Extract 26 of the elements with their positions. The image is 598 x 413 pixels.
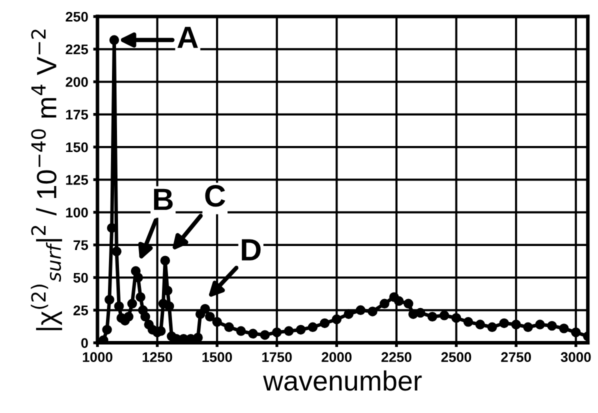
y-tick-label: 50 [73, 272, 88, 283]
y-tick-label: 200 [66, 77, 88, 87]
y-tick-label: 100 [66, 208, 88, 218]
x-tick-label: 2250 [382, 352, 412, 362]
y-tick-label: 25 [73, 305, 88, 316]
y-tick-label: 150 [66, 142, 88, 152]
x-tick-label: 1750 [262, 352, 292, 362]
y-tick-label: 250 [66, 12, 88, 22]
annotation: B [154, 188, 173, 210]
y-tick-label: 125 [66, 174, 88, 185]
x-tick-label: 3000 [560, 352, 591, 362]
x-tick-label: 2000 [322, 352, 352, 362]
x-tick-label: 1500 [202, 352, 232, 362]
y-tick-label: 0 [81, 338, 88, 348]
x-tick-label: 1000 [82, 352, 112, 362]
y-tick-label: 225 [66, 44, 88, 54]
y-tick-label: 75 [74, 240, 88, 250]
x-tick-label: 1250 [142, 352, 172, 362]
text: |χ$^{(2)}$$_{surf}$|$^{2}$ / 10$^{−40}$ m$^{4}$ V$^{−2}$ [30, 30, 62, 330]
annotation: D [242, 239, 261, 260]
x-tick-label: 2500 [441, 352, 472, 362]
y-tick-label: 175 [66, 110, 88, 120]
annotation: C [205, 185, 226, 207]
annotation: A [177, 26, 198, 48]
x-tick-label: 2750 [501, 352, 531, 362]
x-axis-title: wavenumber [263, 370, 422, 391]
